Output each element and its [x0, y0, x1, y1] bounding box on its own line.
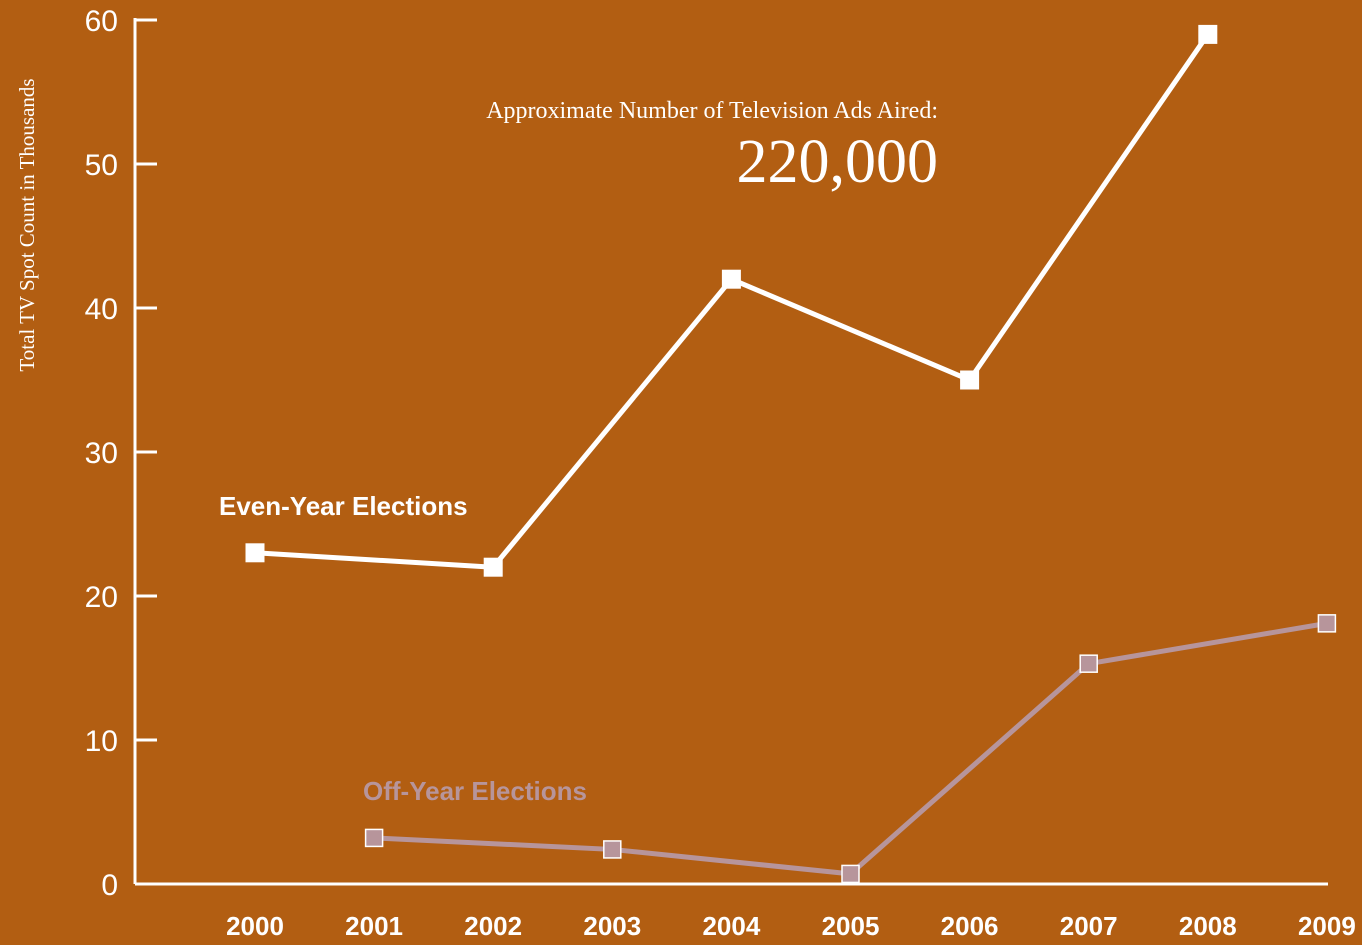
chart-subtitle: Approximate Number of Television Ads Air… — [486, 98, 938, 124]
y-tick-label: 20 — [85, 581, 118, 614]
y-axis-label: Total TV Spot Count in Thousands — [15, 78, 39, 371]
x-tick-label: 2009 — [1298, 911, 1356, 941]
y-tick-label: 0 — [101, 869, 118, 902]
x-ticks: 2000 2001 2002 2003 2004 2005 2006 2007 2008 2009 — [226, 911, 1356, 941]
y-tick-label: 60 — [85, 5, 118, 38]
data-point-even — [721, 269, 741, 289]
x-tick-label: 2008 — [1179, 911, 1237, 941]
series-layer — [245, 24, 1337, 884]
data-point-odd — [364, 828, 384, 848]
data-point-odd — [603, 840, 622, 859]
y-tick-label: 40 — [85, 293, 118, 326]
x-tick-label: 2006 — [941, 911, 999, 941]
x-tick-label: 2003 — [583, 911, 641, 941]
x-tick-label: 2001 — [345, 911, 403, 941]
x-tick-label: 2002 — [464, 911, 522, 941]
x-tick-label: 2000 — [226, 911, 284, 941]
series-label-odd: Off-Year Elections — [363, 776, 587, 806]
data-point-even — [483, 557, 503, 577]
axes — [133, 18, 1328, 886]
total-ads-value: 220,000 — [737, 128, 939, 196]
data-point-even — [1198, 24, 1218, 44]
y-tick-label: 10 — [85, 725, 118, 758]
y-tick-label: 30 — [85, 437, 118, 470]
data-point-odd — [1079, 654, 1098, 673]
x-tick-label: 2004 — [702, 911, 760, 941]
y-ticks: 0 10 20 30 40 50 60 — [85, 5, 157, 902]
data-point-odd — [841, 864, 860, 884]
data-point-even — [245, 543, 265, 563]
data-point-odd — [1317, 614, 1337, 633]
data-point-even — [960, 370, 980, 390]
x-tick-label: 2005 — [822, 911, 880, 941]
series-line-odd — [373, 620, 1328, 877]
y-tick-label: 50 — [85, 149, 118, 182]
x-tick-label: 2007 — [1060, 911, 1118, 941]
series-label-even: Even-Year Elections — [219, 491, 468, 521]
